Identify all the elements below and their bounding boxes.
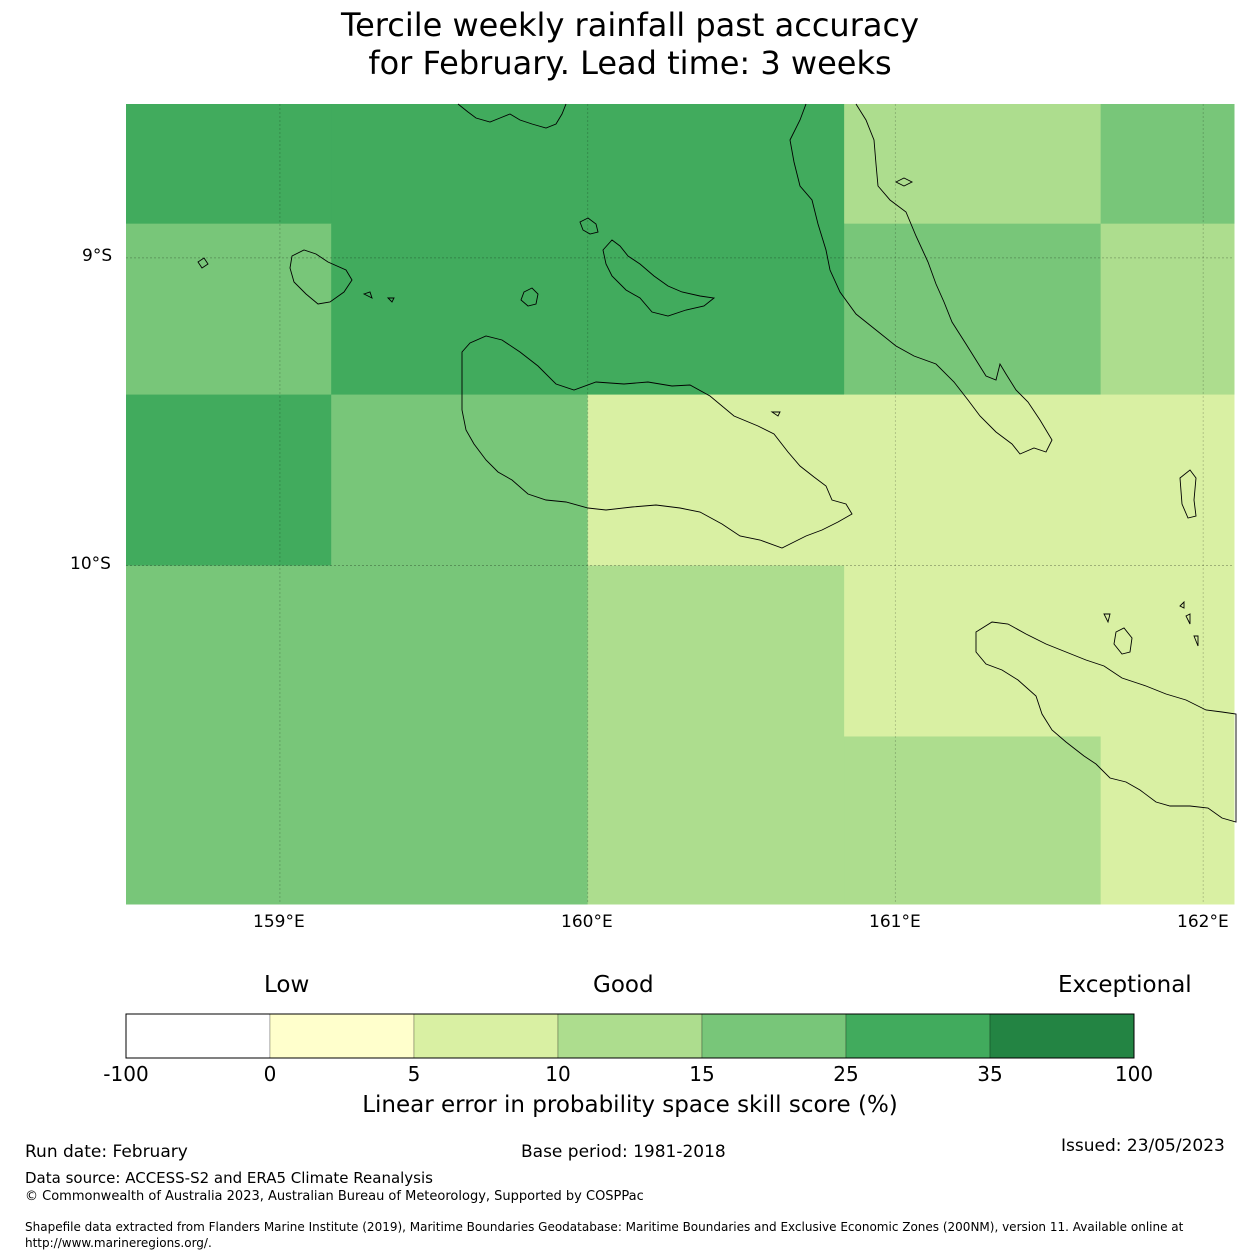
lat-label-10s: 10°S (70, 554, 111, 574)
run-date: Run date: February (25, 1142, 188, 1162)
issued-date: Issued: 23/05/2023 (1061, 1136, 1225, 1156)
colorbar-word-low: Low (264, 972, 310, 998)
lon-label-159e: 159°E (253, 912, 305, 932)
colorbar-tick: 25 (833, 1062, 859, 1086)
title-line-2: for February. Lead time: 3 weeks (368, 44, 892, 82)
coastline-small-island (579, 217, 599, 235)
colorbar-tick: -100 (103, 1062, 149, 1086)
colorbar-tick: 35 (977, 1062, 1003, 1086)
colorbar-tick: 0 (263, 1062, 277, 1086)
coastline-ugi (1113, 627, 1133, 655)
coastline-malaita (789, 103, 1053, 455)
grid-cell (331, 223, 589, 396)
graticule (126, 104, 1234, 904)
coastline-islet-west (197, 257, 209, 269)
grid-cell (1100, 223, 1235, 396)
colorbar-swatch (269, 1013, 415, 1059)
coastline-islet-7 (770, 411, 781, 417)
chart-title: Tercile weekly rainfall past accuracy fo… (0, 6, 1260, 82)
grid-cell (587, 223, 845, 396)
coastline-islet-6 (1193, 635, 1199, 647)
grid-cell (587, 394, 845, 567)
colorbar-swatch (989, 1013, 1135, 1059)
lon-label-162e: 162°E (1177, 912, 1229, 932)
grid-cell (126, 736, 332, 905)
colorbar-swatch (845, 1013, 991, 1059)
coastline-guadalcanal (461, 335, 853, 549)
grid-cell (587, 736, 845, 905)
grid-cell (331, 565, 589, 737)
coastline-nggela (602, 239, 716, 317)
grid-cell (844, 565, 1102, 737)
colorbar-word-exceptional: Exceptional (1058, 972, 1192, 998)
colorbar (125, 1013, 1135, 1059)
grid-cell (126, 104, 332, 225)
lon-label-160e: 160°E (561, 912, 613, 932)
colorbar-swatch (701, 1013, 847, 1059)
grid-cell (1100, 736, 1235, 905)
grid-cell (1100, 104, 1235, 225)
colorbar-frame (125, 1013, 1135, 1059)
copyright: © Commonwealth of Australia 2023, Austra… (25, 1189, 644, 1204)
grid-cell (331, 104, 589, 225)
coastline-islet-4 (1179, 600, 1185, 609)
skill-grid (126, 104, 1235, 905)
coastline-makira (975, 621, 1237, 823)
grid-cell (1100, 565, 1235, 737)
grid-cell (126, 565, 332, 737)
lat-label-9s: 9°S (82, 246, 113, 266)
coastline-isabel-south (457, 103, 567, 129)
coastline-islet-1 (362, 291, 373, 299)
colorbar-tick: 15 (689, 1062, 715, 1086)
colorbar-tick: 10 (545, 1062, 571, 1086)
grid-cell (587, 104, 845, 225)
grid-cell (587, 565, 845, 737)
colorbar-tick: 100 (1114, 1062, 1154, 1086)
coastline-islet-2 (386, 297, 395, 303)
coastline-ulawa (1179, 469, 1197, 519)
data-source: Data source: ACCESS-S2 and ERA5 Climate … (25, 1169, 433, 1187)
coastline-savo (520, 287, 539, 307)
grid-cell (126, 223, 332, 396)
colorbar-tick: 5 (407, 1062, 421, 1086)
grid-cell (844, 223, 1102, 396)
coastline-islet-3 (1103, 613, 1111, 624)
coastline-islet-5 (1185, 613, 1191, 625)
grid-cell (844, 104, 1102, 225)
colorbar-title: Linear error in probability space skill … (362, 1092, 898, 1118)
colorbar-swatch (413, 1013, 559, 1059)
colorbar-swatch (557, 1013, 703, 1059)
grid-cell (844, 394, 1102, 567)
base-period: Base period: 1981-2018 (521, 1142, 726, 1162)
grid-cell (844, 736, 1102, 905)
grid-cell (331, 394, 589, 567)
grid-cell (126, 394, 332, 567)
grid-cell (331, 736, 589, 905)
colorbar-swatch (125, 1013, 271, 1059)
coastline-russell (289, 249, 353, 305)
coastline-malaita-islet (894, 177, 914, 187)
coastlines (197, 103, 1237, 823)
shapefile-credit-1: Shapefile data extracted from Flanders M… (25, 1220, 1184, 1234)
lon-label-161e: 161°E (869, 912, 921, 932)
shapefile-credit-2: http://www.marineregions.org/. (25, 1236, 212, 1250)
colorbar-word-good: Good (593, 972, 654, 998)
title-line-1: Tercile weekly rainfall past accuracy (340, 6, 919, 44)
grid-cell (1100, 394, 1235, 567)
